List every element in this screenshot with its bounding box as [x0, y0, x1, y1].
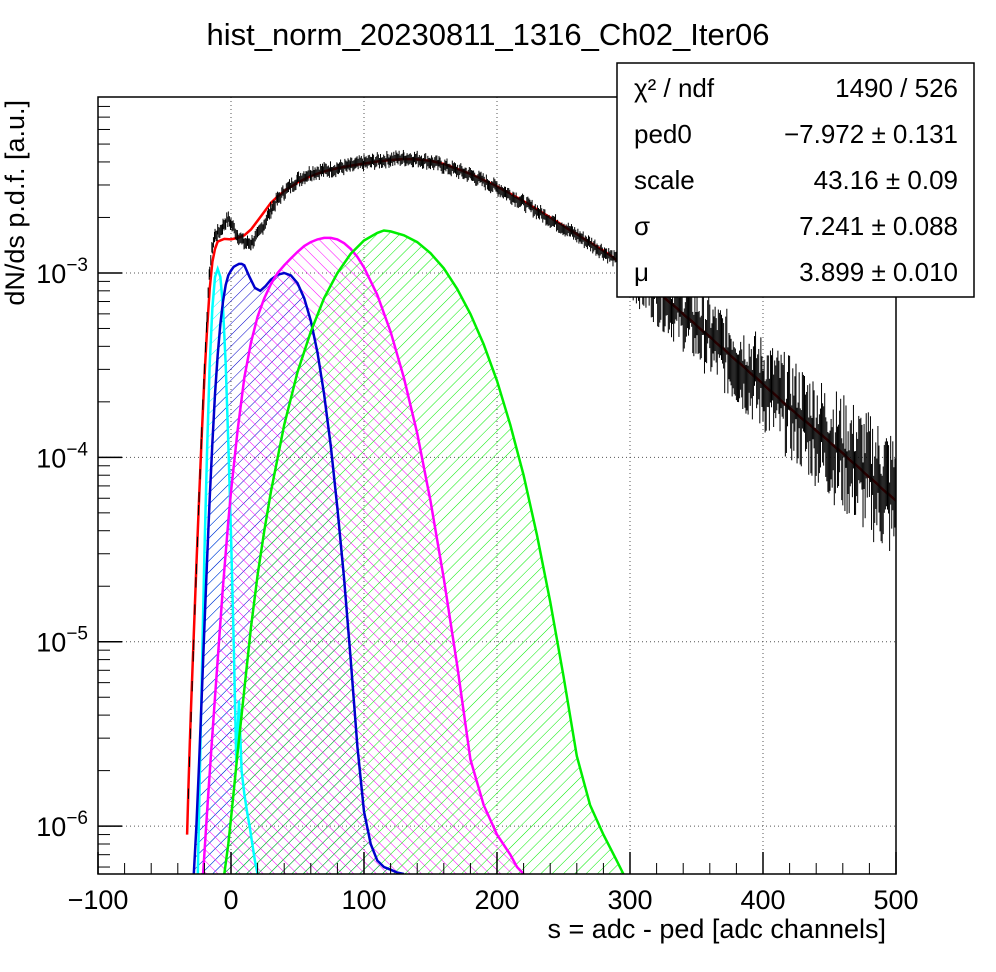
- stats-name-sigma: σ: [634, 211, 650, 241]
- y-tick-label: 10−3: [36, 255, 88, 289]
- x-tick-label: 300: [607, 885, 652, 915]
- x-tick-label: 100: [341, 885, 386, 915]
- x-axis-label: s = adc - ped [adc channels]: [548, 914, 886, 944]
- x-tick-label: 400: [740, 885, 785, 915]
- stats-name-scale: scale: [634, 165, 695, 195]
- stats-value-sigma: 7.241 ± 0.088: [799, 211, 958, 241]
- axis-ticks: [97, 105, 897, 874]
- stats-box-frame: [616, 62, 975, 298]
- y-tick-label: 10−5: [36, 624, 88, 658]
- pedestal-peak-curve: [196, 265, 259, 874]
- stats-name-chi2-ndf: χ² / ndf: [634, 73, 715, 103]
- x-tick-label: −100: [68, 885, 129, 915]
- fit-statistics-box: χ² / ndf 1490 / 526 ped0 −7.972 ± 0.131 …: [616, 62, 975, 298]
- y-tick-label: 10−4: [36, 439, 88, 473]
- component-fills: [193, 230, 624, 874]
- stats-name-mu: μ: [634, 257, 649, 287]
- y-axis-label: dN/ds p.d.f. [a.u.]: [0, 100, 30, 306]
- x-tick-label: 0: [223, 885, 238, 915]
- two-pe-peak-curve: [201, 236, 525, 874]
- stats-value-ped0: −7.972 ± 0.131: [784, 119, 958, 149]
- stats-name-ped0: ped0: [634, 119, 692, 149]
- chart-title: hist_norm_20230811_1316_Ch02_Iter06: [206, 17, 769, 52]
- y-tick-label: 10−6: [36, 808, 88, 842]
- x-tick-label: 500: [873, 885, 918, 915]
- stats-value-mu: 3.899 ± 0.010: [799, 257, 958, 287]
- x-tick-label: 200: [474, 885, 519, 915]
- stats-value-chi2-ndf: 1490 / 526: [835, 73, 958, 103]
- one-pe-peak-curve: [192, 262, 405, 874]
- x-tick-labels: −100 0 100 200 300 400 500: [68, 885, 919, 915]
- y-tick-labels: 10−6 10−5 10−4 10−3: [36, 255, 88, 842]
- stats-value-scale: 43.16 ± 0.09: [814, 165, 958, 195]
- three-pe-peak-curve: [223, 229, 625, 874]
